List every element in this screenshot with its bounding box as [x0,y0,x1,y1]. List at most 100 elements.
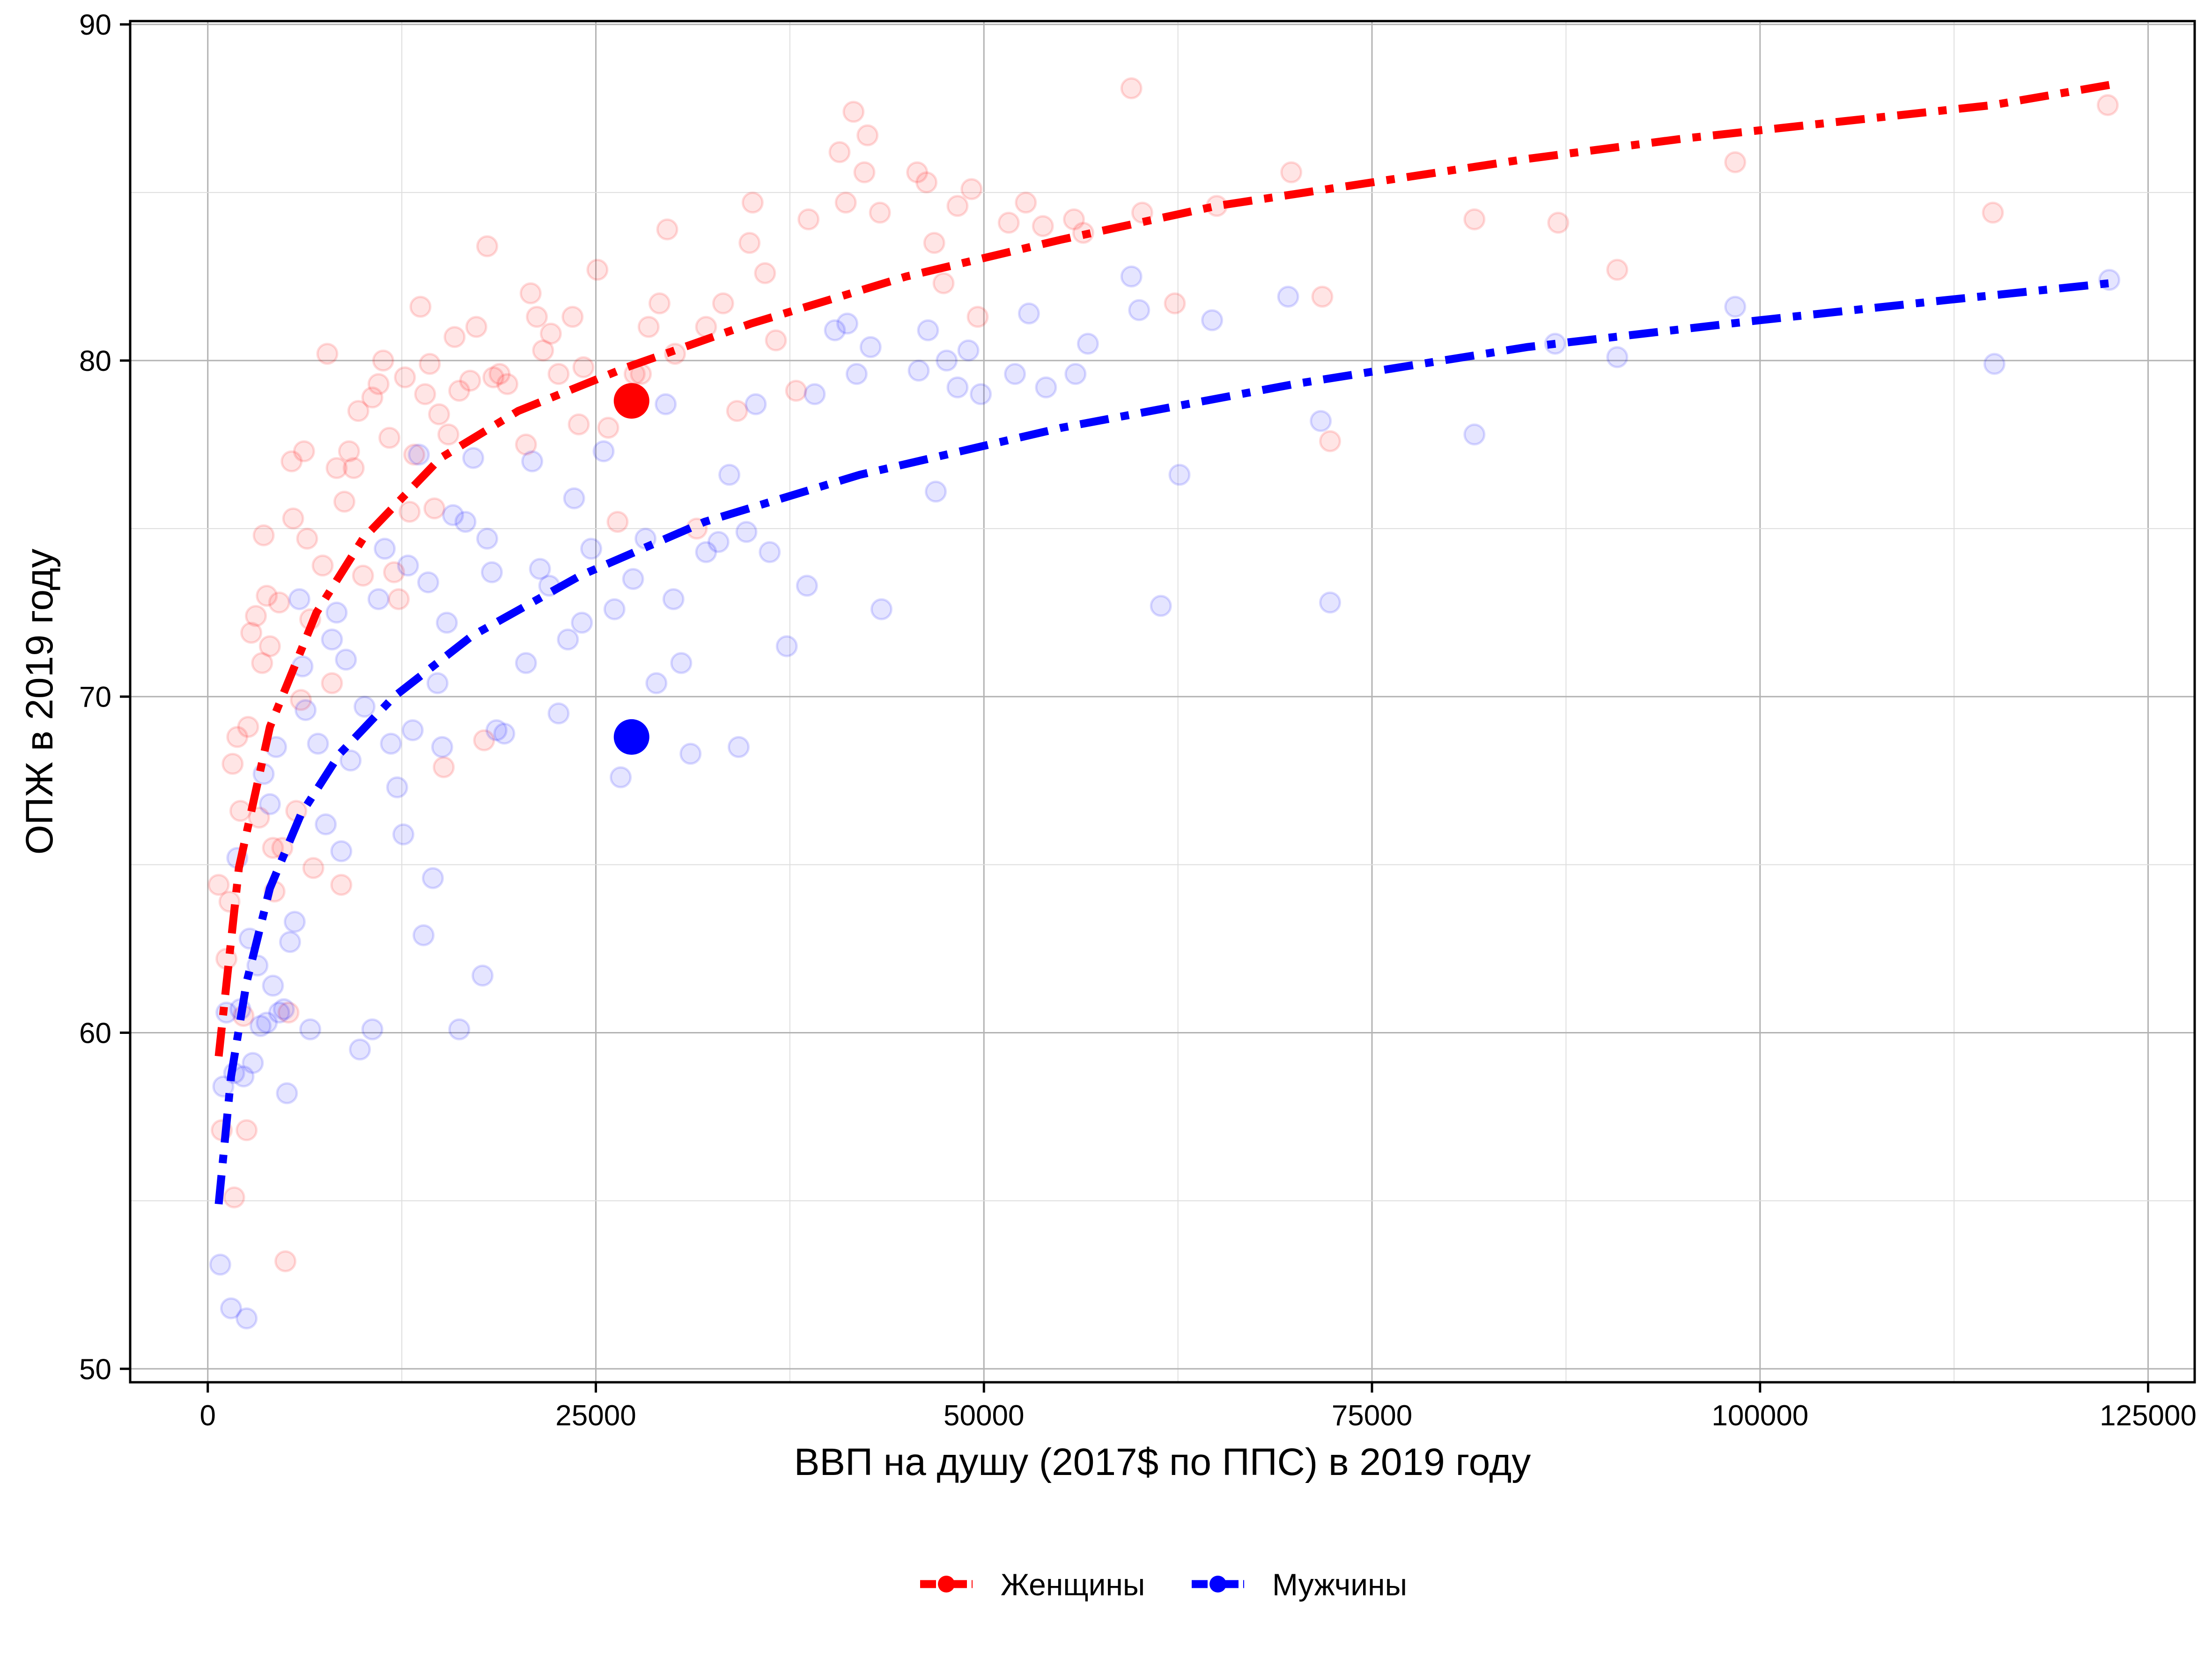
male-point [242,1052,264,1074]
female-point [606,510,629,533]
female-point [695,316,717,338]
female-point [226,726,249,748]
male-point [1035,376,1057,398]
male-point [917,319,939,341]
x-tick-label: 25000 [555,1400,636,1432]
female-point [906,161,929,184]
male-point [249,1015,272,1037]
female-point [853,161,876,184]
plot-frame [129,20,2196,1384]
female-point [597,417,619,439]
male-point [529,558,551,580]
female-point [1606,258,1629,281]
male-point [925,480,947,503]
male-point [493,723,516,745]
male-point [435,612,458,634]
male-point [804,383,826,406]
male-point [580,538,603,560]
female-point [338,440,360,463]
male-point [442,504,465,526]
female-point [248,806,270,829]
female-point [274,1250,297,1273]
male-point [349,1038,371,1061]
female-point [476,235,498,258]
female-point [296,527,318,550]
y-tick-label: 60 [79,1018,111,1050]
male-point [622,568,644,590]
female-point [828,141,851,163]
male-point [970,383,992,406]
male-point [315,813,337,835]
male-point [374,538,396,560]
male-point [408,443,430,466]
female-point [1982,201,2004,224]
axes: 0 25000 50000 75000 100000 125000 50 60 70 80 90 [79,9,2197,1432]
female-point [465,316,487,338]
female-point [316,343,339,365]
legend-male-marker [1209,1576,1226,1593]
male-point [1724,295,1747,318]
male-point [1120,265,1143,288]
male-point [1004,363,1026,385]
y-tick-label: 70 [79,681,111,714]
trend-lines [214,81,2110,1205]
male-point [431,736,453,758]
male-highlight-point [613,719,649,755]
x-tick-label: 125000 [2100,1400,2197,1432]
male-point [1168,464,1191,486]
female-point [568,413,590,435]
female-point [966,306,989,328]
male-point [448,1018,471,1040]
female-highlight-point [613,383,649,419]
female-point [712,292,734,315]
x-tick-label: 75000 [1332,1400,1412,1432]
male-point [670,652,693,674]
female-point [932,272,955,295]
female-point [1015,192,1037,214]
female-point [437,423,460,446]
female-point [251,652,273,674]
male-point [707,531,730,553]
female-point [1319,430,1342,452]
female-point [448,380,471,402]
y-tick-label: 80 [79,345,111,377]
female-point [547,363,570,385]
female-point [262,837,284,859]
female-point [423,497,446,520]
female-point [229,800,251,822]
male-point [824,319,846,341]
female-point [785,380,807,402]
male-point [603,598,626,620]
female-point [290,689,312,711]
female-point [656,218,678,241]
female-point [268,591,290,614]
female-point [403,443,426,466]
female-point [482,366,505,389]
male-point [258,793,281,815]
female-point [394,366,416,389]
female-point [459,369,481,392]
male-point [354,695,376,718]
male-point [1277,286,1299,308]
male-point [367,588,390,611]
female-point [923,232,945,254]
female-point [738,232,761,254]
male-point [946,376,969,398]
female-point [765,329,787,352]
male-point [268,1001,290,1024]
male-point [870,598,892,620]
male-point [413,924,435,946]
female-point [277,1001,300,1024]
male-point [1310,410,1332,432]
female-point [488,363,511,385]
female-point [648,292,671,315]
female-point [473,729,495,752]
male-point [1077,332,1099,355]
female-point [221,752,244,775]
female-point [419,353,441,375]
male-point [256,1011,278,1034]
male-point [735,521,758,543]
male-point [571,612,593,634]
female-point [2096,94,2119,116]
